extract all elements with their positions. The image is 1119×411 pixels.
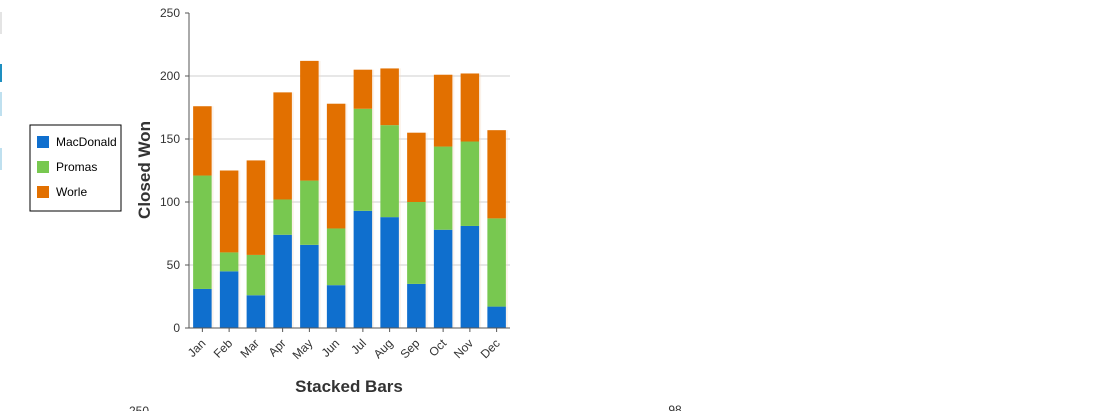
legend-label-worle[interactable]: Worle (56, 185, 87, 199)
legend-swatch-promas[interactable] (37, 161, 49, 173)
x-tick-label: Oct (426, 336, 450, 360)
bar-segment-promas-jan[interactable] (193, 175, 212, 289)
legend-label-macdonald[interactable]: MacDonald (56, 135, 117, 149)
edge-fragment-light-3 (0, 12, 2, 34)
bar-segment-promas-apr[interactable] (273, 199, 292, 235)
x-tick-label: Dec (478, 336, 503, 361)
x-tick-label: Nov (451, 336, 476, 361)
bars (193, 60, 508, 328)
bar-segment-macdonald-may[interactable] (300, 244, 319, 328)
bar-segment-macdonald-aug[interactable] (380, 217, 399, 328)
bar-segment-macdonald-feb[interactable] (219, 271, 239, 328)
next-chart-label: 98 (668, 403, 682, 411)
bar-segment-promas-feb[interactable] (219, 252, 239, 272)
bar-segment-worle-sep[interactable] (407, 132, 426, 202)
bar-segment-worle-mar[interactable] (246, 160, 266, 255)
edge-fragment-light-2 (0, 148, 2, 170)
bar-segment-worle-aug[interactable] (380, 68, 399, 126)
bar-segment-promas-nov[interactable] (460, 141, 480, 226)
bar-segment-macdonald-mar[interactable] (246, 295, 266, 328)
next-chart-y-tick-label: 250 (129, 404, 149, 411)
x-tick-label: Apr (266, 336, 289, 359)
bar-segment-macdonald-nov[interactable] (460, 225, 480, 328)
bar-segment-macdonald-sep[interactable] (407, 283, 426, 328)
bar-segment-macdonald-oct[interactable] (433, 229, 453, 328)
bar-segment-promas-dec[interactable] (487, 218, 506, 307)
bar-segment-worle-dec[interactable] (487, 130, 506, 219)
bar-segment-promas-jun[interactable] (326, 228, 346, 286)
x-tick-label: Jan (185, 336, 209, 360)
legend-swatch-worle[interactable] (37, 186, 49, 198)
bar-segment-worle-jul[interactable] (353, 69, 373, 109)
bar-segment-macdonald-dec[interactable] (487, 306, 506, 328)
edge-fragment-teal (0, 64, 2, 82)
x-tick-label: Feb (211, 336, 236, 361)
legend-label-promas[interactable]: Promas (56, 160, 97, 174)
x-tick-label: Sep (397, 336, 422, 361)
legend[interactable]: MacDonald Promas Worle (29, 124, 122, 212)
x-tick-label: Jul (348, 336, 369, 357)
y-tick-label: 250 (160, 6, 180, 20)
x-tick-label: Aug (371, 336, 396, 361)
x-axis-title: Stacked Bars (295, 377, 403, 396)
y-tick-label: 100 (160, 195, 180, 209)
bar-segment-promas-sep[interactable] (407, 202, 426, 284)
y-tick-label: 150 (160, 132, 180, 146)
x-tick-label: Mar (237, 336, 262, 361)
bar-segment-promas-mar[interactable] (246, 254, 266, 296)
bar-segment-worle-apr[interactable] (273, 92, 292, 200)
bar-segment-worle-may[interactable] (300, 60, 319, 181)
x-tick-label: Jun (319, 336, 343, 360)
bar-segment-promas-may[interactable] (300, 180, 319, 245)
y-tick-label: 200 (160, 69, 180, 83)
bar-segment-worle-nov[interactable] (460, 73, 480, 142)
bar-segment-macdonald-jan[interactable] (193, 288, 212, 328)
bar-segment-macdonald-apr[interactable] (273, 234, 292, 328)
y-tick-label: 0 (173, 321, 180, 335)
bar-segment-macdonald-jun[interactable] (326, 285, 346, 328)
bar-segment-promas-oct[interactable] (433, 146, 453, 230)
y-axis-title: Closed Won (135, 121, 154, 219)
x-tick-label: May (290, 336, 316, 362)
bar-segment-promas-jul[interactable] (353, 108, 373, 211)
bar-segment-worle-jan[interactable] (193, 106, 212, 176)
bar-segment-worle-oct[interactable] (433, 74, 453, 147)
edge-fragment-light-1 (0, 92, 2, 116)
bar-segment-macdonald-jul[interactable] (353, 210, 373, 328)
bar-segment-promas-aug[interactable] (380, 125, 399, 218)
grid-lines (189, 75, 510, 266)
legend-swatch-macdonald[interactable] (37, 136, 49, 148)
bar-segment-worle-feb[interactable] (219, 170, 239, 253)
bar-segment-worle-jun[interactable] (326, 103, 346, 229)
y-tick-label: 50 (167, 258, 181, 272)
